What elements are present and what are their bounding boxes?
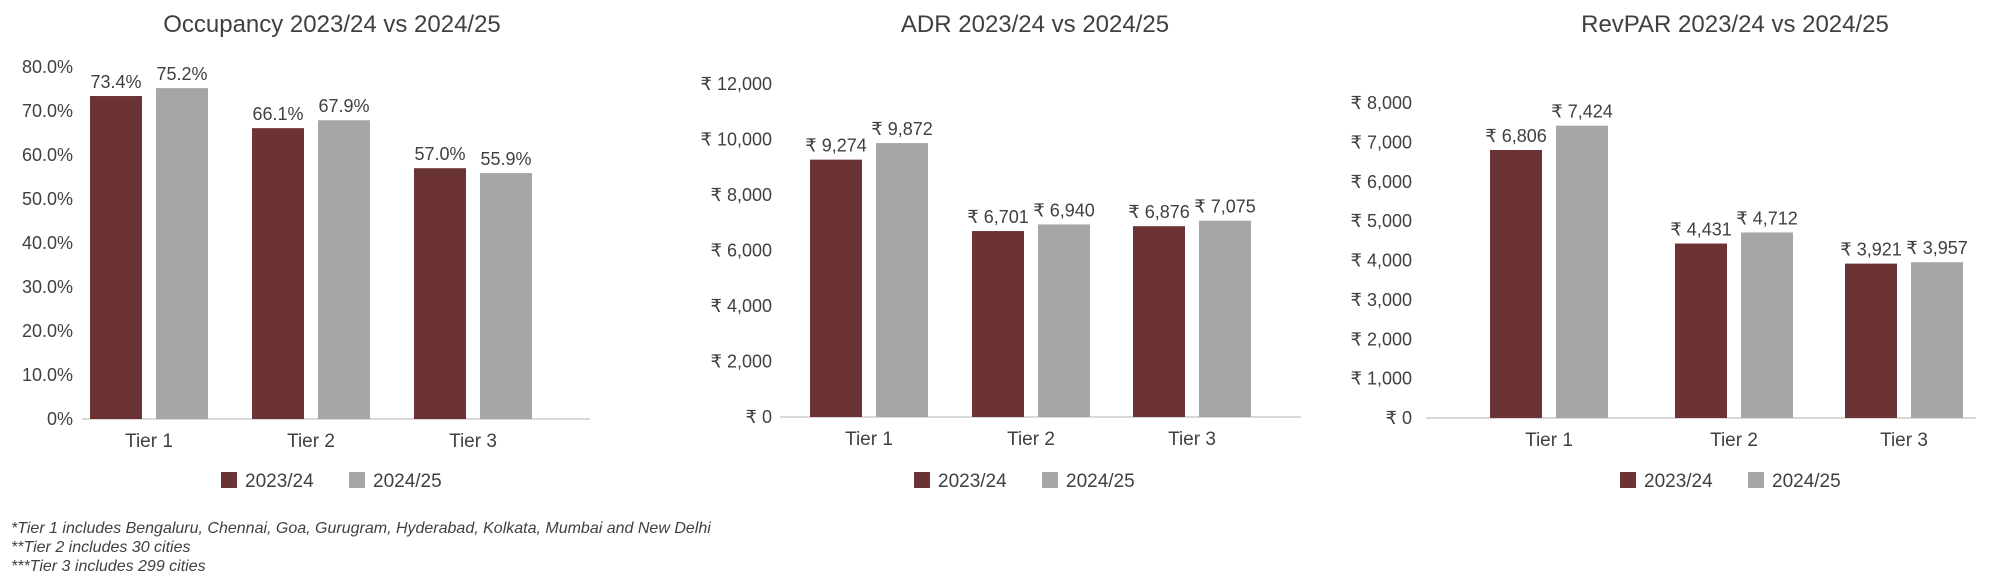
data-label: 66.1% xyxy=(252,104,303,124)
data-label: ₹ 6,940 xyxy=(1033,200,1095,220)
x-tick-label: Tier 1 xyxy=(125,431,173,452)
bar xyxy=(876,143,928,417)
chart-3: RevPAR 2023/24 vs 2024/25 ₹ 0 ₹ 1,000 ₹ 2,0… xyxy=(1351,11,1976,492)
y-tick-label: ₹ 7,000 xyxy=(1351,132,1413,152)
bar xyxy=(1911,262,1963,418)
legend-swatch xyxy=(1620,472,1636,488)
y-tick-label: 80.0% xyxy=(22,57,73,77)
legend-label: 2024/25 xyxy=(373,471,442,492)
footnote-tier-1: *Tier 1 includes Bengaluru, Chennai, Goa… xyxy=(11,520,711,537)
bar xyxy=(318,120,370,420)
chart-title: ADR 2023/24 vs 2024/25 xyxy=(901,11,1169,38)
bar xyxy=(1741,232,1793,418)
bar xyxy=(480,173,532,419)
y-tick-label: 70.0% xyxy=(22,101,73,121)
data-label: 57.0% xyxy=(414,144,465,164)
bar xyxy=(1490,150,1542,419)
chart-2: ADR 2023/24 vs 2024/25 ₹ 0 ₹ 2,000 ₹ 4,000 ₹… xyxy=(700,11,1301,492)
legend-label: 2024/25 xyxy=(1066,471,1135,492)
x-tick-label: Tier 3 xyxy=(1168,429,1216,450)
data-label: ₹ 4,712 xyxy=(1736,208,1798,228)
legend-swatch xyxy=(914,472,930,488)
footnotes: *Tier 1 includes Bengaluru, Chennai, Goa… xyxy=(11,519,711,576)
bar xyxy=(414,168,466,419)
bar xyxy=(1675,243,1727,418)
bar xyxy=(156,88,208,420)
y-tick-label: ₹ 8,000 xyxy=(711,185,773,205)
bar xyxy=(1556,125,1608,419)
data-label: ₹ 9,872 xyxy=(871,119,933,139)
y-tick-label: ₹ 4,000 xyxy=(1351,251,1413,271)
data-label: ₹ 3,957 xyxy=(1906,238,1968,258)
y-tick-label: ₹ 12,000 xyxy=(700,74,772,94)
x-tick-label: Tier 2 xyxy=(1007,429,1055,450)
chart-title: RevPAR 2023/24 vs 2024/25 xyxy=(1581,11,1889,38)
bar xyxy=(1845,263,1897,418)
data-label: 73.4% xyxy=(90,72,141,92)
y-tick-label: ₹ 6,000 xyxy=(1351,172,1413,192)
legend-swatch xyxy=(221,472,237,488)
footnote-tier-3: ***Tier 3 includes 299 cities xyxy=(11,558,206,575)
data-label: ₹ 9,274 xyxy=(805,136,867,156)
y-tick-label: 30.0% xyxy=(22,277,73,297)
bar xyxy=(252,128,304,419)
y-tick-label: 0% xyxy=(47,409,73,429)
legend-label: 2024/25 xyxy=(1772,471,1841,492)
x-tick-label: Tier 3 xyxy=(449,431,497,452)
legend-swatch xyxy=(1042,472,1058,488)
x-tick-label: Tier 2 xyxy=(287,431,335,452)
bar xyxy=(1038,224,1090,417)
legend-label: 2023/24 xyxy=(1644,471,1713,492)
bar xyxy=(1133,226,1185,417)
data-label: ₹ 3,921 xyxy=(1840,240,1902,260)
chart-1: Occupancy 2023/24 vs 2024/25 0% 10.0% 20.0%… xyxy=(22,11,590,492)
y-tick-label: 60.0% xyxy=(22,145,73,165)
x-tick-label: Tier 2 xyxy=(1710,430,1758,451)
y-tick-label: ₹ 0 xyxy=(1386,408,1412,428)
y-tick-label: ₹ 1,000 xyxy=(1351,369,1413,389)
bar xyxy=(972,231,1024,417)
bar xyxy=(810,159,862,418)
y-tick-label: ₹ 4,000 xyxy=(711,296,773,316)
y-tick-label: ₹ 0 xyxy=(746,407,772,427)
x-tick-label: Tier 1 xyxy=(845,429,893,450)
x-tick-label: Tier 1 xyxy=(1525,430,1573,451)
data-label: ₹ 6,701 xyxy=(967,207,1029,227)
y-tick-label: 10.0% xyxy=(22,365,73,385)
footnote-tier-2: **Tier 2 includes 30 cities xyxy=(11,539,191,556)
data-label: ₹ 7,075 xyxy=(1194,197,1256,217)
y-tick-label: ₹ 2,000 xyxy=(711,352,773,372)
y-tick-label: ₹ 5,000 xyxy=(1351,211,1413,231)
data-label: ₹ 6,876 xyxy=(1128,202,1190,222)
y-tick-label: ₹ 6,000 xyxy=(711,241,773,261)
y-tick-label: 50.0% xyxy=(22,189,73,209)
data-label: ₹ 6,806 xyxy=(1485,126,1547,146)
data-label: ₹ 4,431 xyxy=(1670,220,1732,240)
y-tick-label: ₹ 10,000 xyxy=(700,130,772,150)
x-tick-label: Tier 3 xyxy=(1880,430,1928,451)
y-tick-label: ₹ 3,000 xyxy=(1351,290,1413,310)
bar xyxy=(1199,220,1251,417)
y-tick-label: ₹ 8,000 xyxy=(1351,93,1413,113)
legend-label: 2023/24 xyxy=(245,471,314,492)
y-tick-label: 20.0% xyxy=(22,321,73,341)
y-tick-label: 40.0% xyxy=(22,233,73,253)
chart-title: Occupancy 2023/24 vs 2024/25 xyxy=(163,11,501,38)
bar xyxy=(90,96,142,419)
data-label: 75.2% xyxy=(156,64,207,84)
y-tick-label: ₹ 2,000 xyxy=(1351,329,1413,349)
legend-label: 2023/24 xyxy=(938,471,1007,492)
data-label: 55.9% xyxy=(480,149,531,169)
data-label: 67.9% xyxy=(318,96,369,116)
data-label: ₹ 7,424 xyxy=(1551,102,1613,122)
legend-swatch xyxy=(349,472,365,488)
legend-swatch xyxy=(1748,472,1764,488)
